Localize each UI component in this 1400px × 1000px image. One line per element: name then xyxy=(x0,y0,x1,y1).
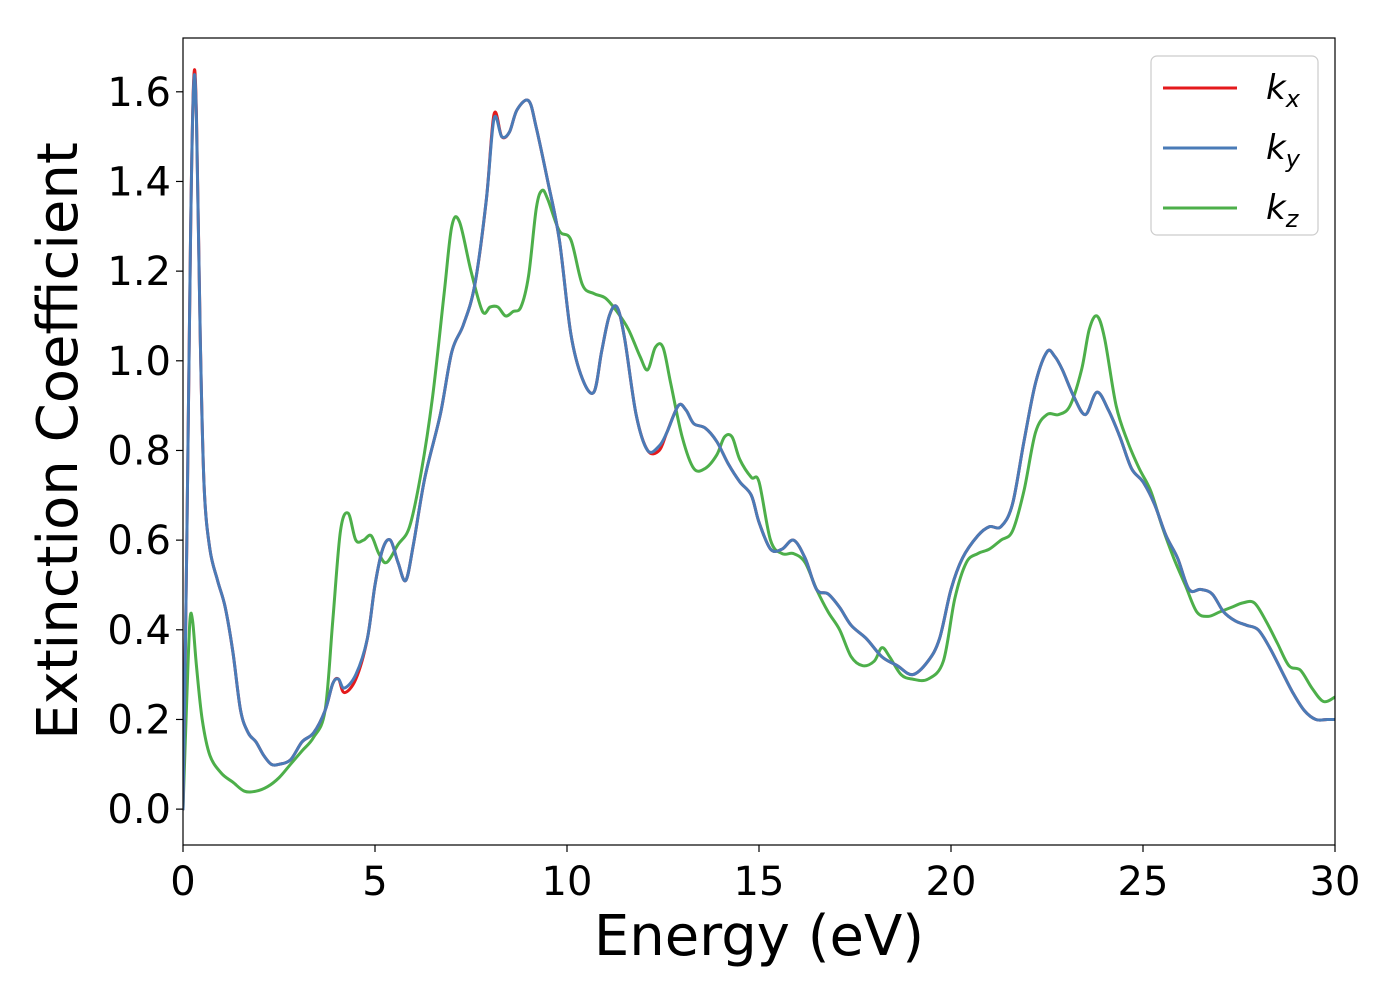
y-tick-label: 0.0 xyxy=(107,787,171,833)
x-tick-label: 30 xyxy=(1310,859,1361,905)
series-line-ky xyxy=(183,73,1335,811)
y-tick-label: 1.6 xyxy=(107,70,171,116)
x-tick-label: 25 xyxy=(1118,859,1169,905)
x-tick-label: 5 xyxy=(362,859,387,905)
legend-label-kz: kz xyxy=(1266,188,1300,233)
x-tick-label: 20 xyxy=(926,859,977,905)
y-tick-label: 1.2 xyxy=(107,249,171,295)
legend: kx ky kz xyxy=(1150,55,1319,236)
x-axis-title: Energy (eV) xyxy=(594,904,924,969)
y-tick-label: 0.8 xyxy=(107,428,171,474)
legend-box xyxy=(1150,55,1319,236)
legend-label-ky: ky xyxy=(1266,128,1301,173)
y-tick-label: 1.0 xyxy=(107,339,171,385)
y-axis-title: Extinction Coefficient xyxy=(26,142,91,740)
series-line-kz xyxy=(183,188,1335,811)
y-tick-label: 0.6 xyxy=(107,518,171,564)
x-tick-label: 0 xyxy=(170,859,195,905)
y-tick-label: 0.4 xyxy=(107,608,171,654)
y-tick-label: 1.4 xyxy=(107,159,171,205)
ticks-layer: 0 5 10 15 20 25 30 0.0 0.2 0.4 0.6 0.8 1.0 1.2 1.4 1.6 xyxy=(107,70,1360,905)
y-tick-label: 0.2 xyxy=(107,697,171,743)
x-tick-label: 10 xyxy=(542,859,593,905)
legend-label-kx: kx xyxy=(1266,68,1301,113)
series-layer xyxy=(183,68,1335,811)
x-tick-label: 15 xyxy=(734,859,785,905)
